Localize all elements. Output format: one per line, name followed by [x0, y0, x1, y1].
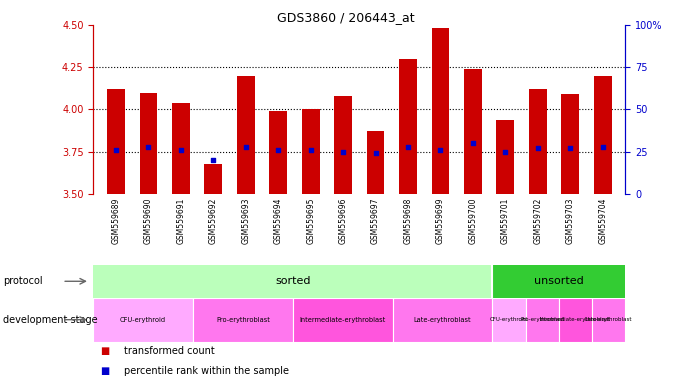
Text: GSM559689: GSM559689 — [111, 197, 120, 244]
Point — [240, 144, 252, 150]
Text: GSM559698: GSM559698 — [404, 197, 413, 244]
Point — [208, 157, 219, 163]
Bar — [559, 298, 592, 342]
Point — [176, 147, 187, 153]
Text: GSM559704: GSM559704 — [598, 197, 607, 244]
Text: GDS3860 / 206443_at: GDS3860 / 206443_at — [276, 12, 415, 25]
Bar — [561, 94, 579, 194]
Bar — [367, 131, 384, 194]
Text: ■: ■ — [100, 346, 109, 356]
Text: GSM559697: GSM559697 — [371, 197, 380, 244]
Text: sorted: sorted — [275, 276, 310, 286]
Text: GSM559695: GSM559695 — [306, 197, 315, 244]
Text: GSM559703: GSM559703 — [566, 197, 575, 244]
Bar — [205, 164, 223, 194]
Bar — [594, 76, 612, 194]
Point — [305, 147, 316, 153]
Text: GSM559694: GSM559694 — [274, 197, 283, 244]
Text: Intermediate-erythroblast: Intermediate-erythroblast — [540, 317, 611, 322]
Bar — [492, 298, 526, 342]
Point — [402, 144, 413, 150]
Bar — [302, 109, 319, 194]
Bar — [107, 89, 125, 194]
Bar — [93, 265, 492, 298]
Text: Intermediate-erythroblast: Intermediate-erythroblast — [300, 317, 386, 323]
Bar — [334, 96, 352, 194]
Text: CFU-erythroid: CFU-erythroid — [490, 317, 528, 322]
Bar — [293, 298, 392, 342]
Text: GSM559700: GSM559700 — [468, 197, 477, 244]
Bar — [526, 298, 559, 342]
Text: GSM559699: GSM559699 — [436, 197, 445, 244]
Bar — [140, 93, 158, 194]
Point — [565, 145, 576, 151]
Text: GSM559690: GSM559690 — [144, 197, 153, 244]
Bar — [399, 59, 417, 194]
Point — [143, 144, 154, 150]
Text: Pro-erythroblast: Pro-erythroblast — [216, 317, 270, 323]
Bar — [492, 265, 625, 298]
Point — [111, 147, 122, 153]
Point — [273, 147, 284, 153]
Text: GSM559692: GSM559692 — [209, 197, 218, 244]
Text: GSM559701: GSM559701 — [501, 197, 510, 244]
Bar — [237, 76, 255, 194]
Text: GSM559693: GSM559693 — [241, 197, 250, 244]
Text: unsorted: unsorted — [534, 276, 584, 286]
Bar — [592, 298, 625, 342]
Point — [500, 149, 511, 155]
Point — [467, 140, 478, 146]
Bar — [431, 28, 449, 194]
Bar — [193, 298, 293, 342]
Text: GSM559696: GSM559696 — [339, 197, 348, 244]
Point — [338, 149, 349, 155]
Text: ■: ■ — [100, 366, 109, 376]
Bar — [93, 298, 193, 342]
Text: Pro-erythroblast: Pro-erythroblast — [520, 317, 565, 322]
Point — [435, 147, 446, 153]
Text: development stage: development stage — [3, 314, 98, 325]
Text: GSM559691: GSM559691 — [176, 197, 185, 244]
Text: protocol: protocol — [3, 276, 43, 286]
Bar — [496, 119, 514, 194]
Bar — [464, 69, 482, 194]
Bar — [172, 103, 190, 194]
Text: percentile rank within the sample: percentile rank within the sample — [124, 366, 290, 376]
Point — [370, 150, 381, 156]
Text: Late-erythroblast: Late-erythroblast — [585, 317, 632, 322]
Text: Late-erythroblast: Late-erythroblast — [414, 317, 471, 323]
Point — [532, 145, 543, 151]
Text: CFU-erythroid: CFU-erythroid — [120, 317, 167, 323]
Text: GSM559702: GSM559702 — [533, 197, 542, 244]
Text: transformed count: transformed count — [124, 346, 215, 356]
Bar — [529, 89, 547, 194]
Point — [597, 144, 608, 150]
Bar — [392, 298, 492, 342]
Bar — [269, 111, 287, 194]
